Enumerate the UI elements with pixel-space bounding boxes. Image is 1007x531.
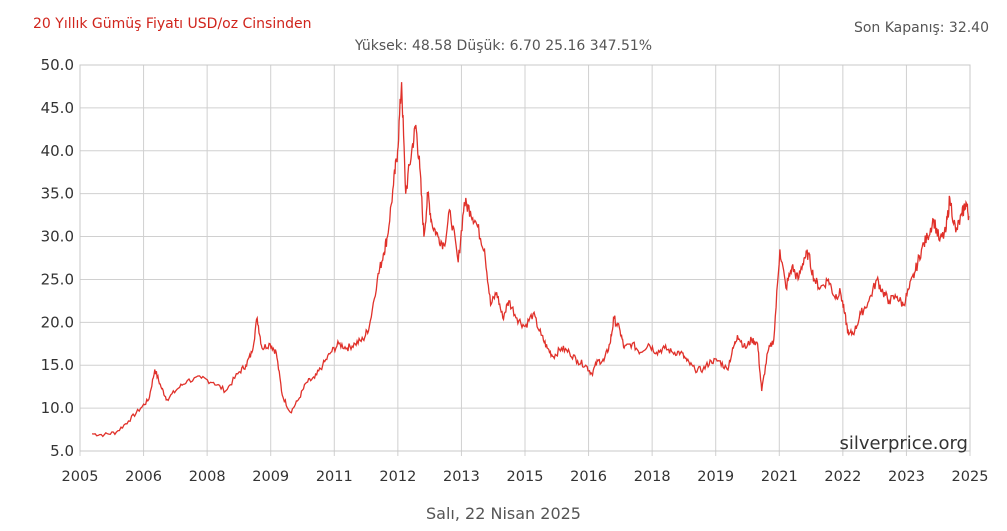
y-tick-label: 30.0 [41, 228, 74, 246]
x-tick-label: 2006 [125, 469, 162, 485]
x-tick-label: 2022 [824, 469, 861, 485]
y-tick-label: 10.0 [41, 399, 74, 417]
x-axis-ticks: 2005 2006 2008 2009 2011 2012 2013 2015 2016 2018… [62, 469, 989, 485]
y-tick-label: 50.0 [41, 56, 74, 74]
x-tick-label: 2013 [443, 469, 480, 485]
x-tick-label: 2012 [379, 469, 416, 485]
last-close-label: Son Kapanış: 32.40 [853, 20, 989, 36]
y-tick-label: 45.0 [41, 99, 74, 117]
x-tick-label: 2019 [697, 469, 734, 485]
y-tick-label: 35.0 [41, 185, 74, 203]
grid-lines [79, 64, 971, 456]
price-chart: 5.010.015.020.025.030.035.040.045.050.0 … [41, 56, 989, 485]
y-axis-ticks: 5.0 10.0 15.0 20.0 25.0 30.0 35.0 40.0 45.0 50.0 [41, 56, 74, 460]
x-tick-label: 2016 [570, 469, 607, 485]
x-tick-label: 2009 [252, 469, 289, 485]
y-tick-label: 20.0 [41, 313, 74, 331]
x-tick-label: 2021 [761, 469, 798, 485]
plot-frame [79, 64, 971, 452]
silver-price-line [92, 82, 970, 438]
y-tick-label: 5.0 [50, 442, 74, 460]
chart-title: 20 Yıllık Gümüş Fiyatı USD/oz Cinsinden [33, 16, 312, 32]
x-tick-label: 2008 [189, 469, 226, 485]
y-tick-label: 25.0 [41, 270, 74, 288]
x-tick-label: 2015 [507, 469, 544, 485]
y-tick-label: 40.0 [41, 142, 74, 160]
x-tick-label: 2005 [62, 469, 99, 485]
y-tick-label: 15.0 [41, 356, 74, 374]
x-tick-label: 2018 [634, 469, 671, 485]
date-label: Salı, 22 Nisan 2025 [426, 504, 581, 523]
x-tick-label: 2025 [952, 469, 989, 485]
price-stats-label: Yüksek: 48.58 Düşük: 6.70 25.16 347.51% [354, 38, 653, 54]
watermark-text: silverprice.org [839, 433, 968, 454]
x-tick-label: 2011 [316, 469, 353, 485]
x-tick-label: 2023 [888, 469, 925, 485]
